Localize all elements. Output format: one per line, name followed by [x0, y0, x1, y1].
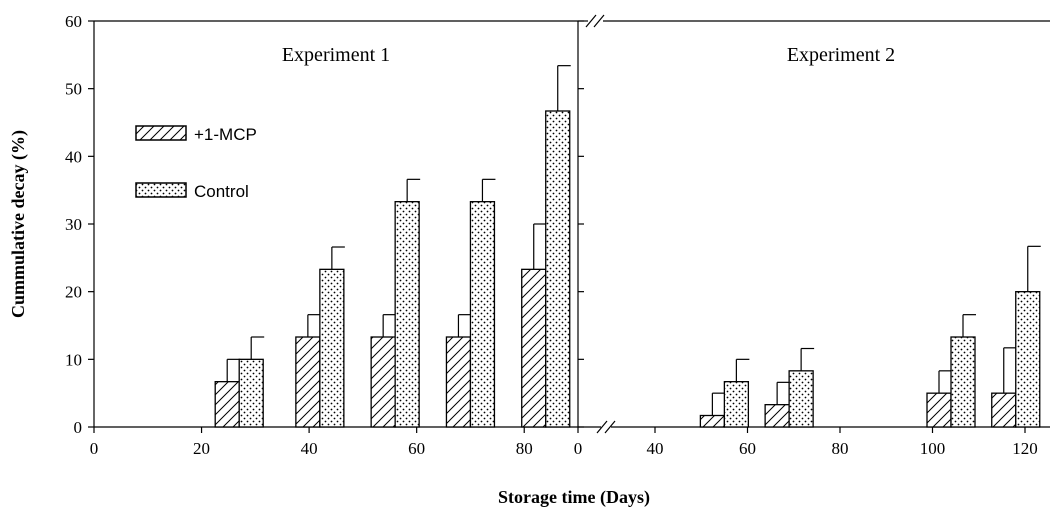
bar-control	[394, 201, 420, 428]
x-tick-label: 120	[1012, 439, 1038, 458]
bar-control	[788, 370, 814, 428]
bar-mcp	[295, 336, 321, 428]
bar-control	[723, 381, 750, 428]
bar-mcp	[370, 336, 396, 428]
x-tick-label: 60	[408, 439, 425, 458]
x-tick-label: 0	[574, 439, 583, 458]
y-axis-label: Cummulative decay (%)	[8, 130, 29, 318]
y-axis: 0 10 20 30 40 50 60	[65, 12, 584, 437]
x-break-mark-2	[604, 420, 616, 434]
x-tick-label: 80	[516, 439, 533, 458]
plot-frame	[93, 14, 1050, 434]
x-tick-label: 100	[920, 439, 946, 458]
legend-label-mcp: +1-MCP	[194, 125, 257, 144]
x-axis-experiment-1: 0 20 40 60 80	[90, 427, 533, 458]
y-tick-label: 10	[65, 350, 82, 369]
x-axis-label: Storage time (Days)	[498, 487, 650, 508]
x-axis-experiment-2: 0 40 60 80 100 120	[574, 427, 1038, 458]
x-tick-label: 60	[739, 439, 756, 458]
bar-mcp	[764, 404, 790, 428]
top-break-mark-1	[585, 14, 597, 28]
panel-title-experiment-1: Experiment 1	[282, 44, 390, 66]
bar-control	[545, 110, 571, 428]
x-tick-label: 0	[90, 439, 99, 458]
x-tick-label: 40	[301, 439, 318, 458]
x-tick-label: 40	[647, 439, 664, 458]
bar-control	[319, 268, 345, 428]
legend-swatch-mcp	[135, 125, 187, 141]
bar-mcp	[521, 268, 547, 428]
y-tick-label: 30	[65, 215, 82, 234]
y-tick-label: 60	[65, 12, 82, 31]
y-tick-label: 0	[74, 418, 83, 437]
bar-control	[1015, 291, 1041, 428]
top-break-mark-2	[593, 14, 605, 28]
bar-control	[238, 358, 264, 428]
bar-mcp	[445, 336, 472, 428]
legend-swatch-control	[135, 182, 187, 198]
bar-mcp	[214, 381, 240, 428]
legend: +1-MCP Control	[135, 125, 257, 201]
bars	[214, 65, 1041, 428]
legend-label-control: Control	[194, 182, 249, 201]
bar-mcp	[699, 414, 726, 428]
bar-control	[469, 201, 496, 428]
y-tick-label: 40	[65, 147, 82, 166]
bar-mcp	[991, 392, 1017, 428]
y-tick-label: 50	[65, 80, 82, 99]
panel-title-experiment-2: Experiment 2	[787, 44, 895, 66]
bar-control	[950, 336, 976, 428]
x-tick-label: 80	[832, 439, 849, 458]
y-tick-label: 20	[65, 283, 82, 302]
bar-mcp	[926, 392, 952, 428]
x-tick-label: 20	[193, 439, 210, 458]
x-break-mark-1	[596, 420, 608, 434]
